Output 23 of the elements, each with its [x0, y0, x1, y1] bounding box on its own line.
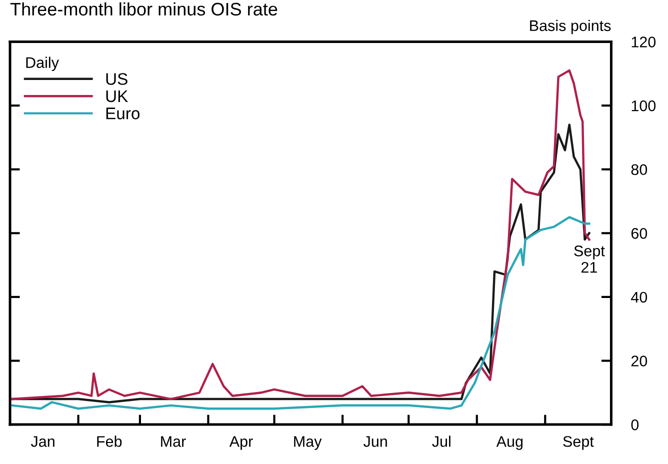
legend-title: Daily: [26, 56, 59, 71]
y-tick-label: 120: [632, 36, 656, 48]
legend-label: UK: [106, 90, 128, 102]
x-tick-label: Aug: [496, 436, 523, 450]
y-tick-label: 0: [631, 419, 639, 430]
y-tick-label: 80: [631, 164, 648, 176]
x-tick-label: Mar: [161, 436, 186, 447]
y-tick-label: 20: [631, 356, 648, 366]
y-tick-label: 60: [631, 228, 648, 239]
x-tick-label: Jan: [30, 436, 54, 447]
y-tick-label: 40: [631, 292, 648, 303]
y-axis-title: Basis points: [530, 20, 611, 34]
legend-label: US: [106, 73, 128, 85]
x-tick-label: Sept: [563, 436, 594, 450]
x-tick-label: Jul: [432, 436, 450, 447]
legend-label: Euro: [106, 108, 140, 120]
annotation: Sept 21: [574, 246, 605, 273]
x-tick-label: Jun: [364, 436, 387, 447]
x-tick-label: May: [294, 436, 322, 450]
chart-title: Three-month libor minus OIS rate: [10, 2, 278, 16]
y-tick-label: 100: [632, 100, 656, 112]
x-tick-label: Feb: [97, 436, 122, 447]
x-tick-label: Apr: [229, 436, 253, 450]
